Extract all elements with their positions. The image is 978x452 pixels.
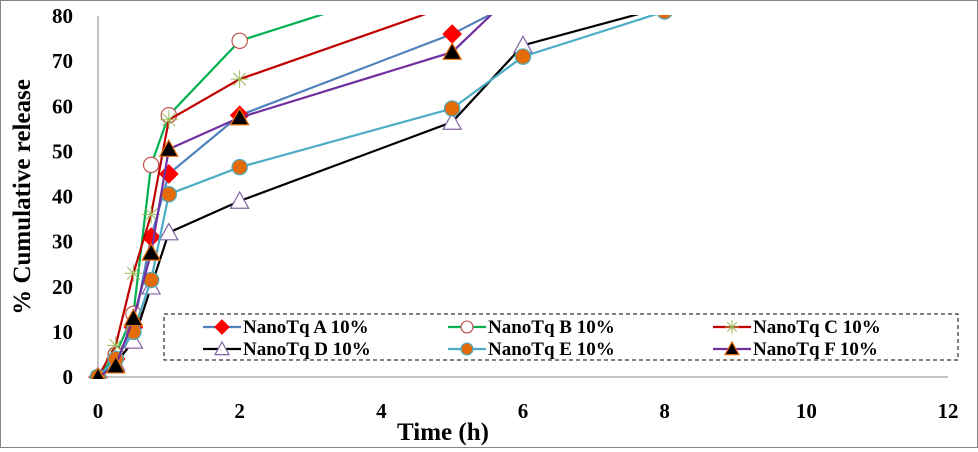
series-line xyxy=(97,15,493,378)
data-point xyxy=(159,110,178,129)
legend-label: NanoTq C 10% xyxy=(753,317,881,338)
data-point xyxy=(142,205,161,224)
y-tick-label: 40 xyxy=(52,185,73,209)
data-point xyxy=(442,24,463,44)
data-point xyxy=(231,158,248,176)
legend-label: NanoTq D 10% xyxy=(243,339,371,360)
y-tick-labels: 0 10 20 30 40 50 60 70 80 xyxy=(52,4,73,389)
y-tick-label: 30 xyxy=(52,230,73,254)
legend-marker xyxy=(214,319,230,335)
data-point xyxy=(123,308,144,327)
legend: NanoTq A 10% NanoTq B 10% NanoTq C 10%Nano… xyxy=(163,313,959,361)
data-point xyxy=(231,32,248,50)
legend-item: NanoTq C 10% xyxy=(713,317,881,338)
legend-marker xyxy=(460,342,474,356)
legend-item: NanoTq F 10% xyxy=(713,339,878,360)
data-point xyxy=(514,1,532,7)
y-tick-label: 80 xyxy=(52,4,73,28)
series-f xyxy=(91,15,493,379)
legend-marker xyxy=(213,340,231,356)
legend-marker xyxy=(460,320,474,334)
legend-label: NanoTq F 10% xyxy=(753,339,878,360)
y-tick-label: 20 xyxy=(52,275,73,299)
x-tick-label: 0 xyxy=(93,399,104,423)
data-point xyxy=(158,222,179,241)
x-tick-label: 6 xyxy=(518,399,529,423)
legend-item: NanoTq D 10% xyxy=(203,339,371,360)
legend-label: NanoTq E 10% xyxy=(488,339,615,360)
data-point xyxy=(657,15,673,20)
legend-box xyxy=(163,313,959,361)
data-point xyxy=(230,70,249,89)
legend-item: NanoTq A 10% xyxy=(203,317,369,338)
x-tick-labels: 0 2 4 6 8 10 12 xyxy=(93,399,959,423)
data-point xyxy=(229,190,250,209)
y-tick-label: 0 xyxy=(63,365,74,389)
data-point xyxy=(443,100,461,117)
legend-item: NanoTq E 10% xyxy=(448,339,615,360)
y-axis-title: % Cumulative release xyxy=(9,79,36,315)
data-point xyxy=(442,111,463,130)
legend-item: NanoTq B 10% xyxy=(448,317,615,338)
data-point xyxy=(442,41,463,60)
data-point xyxy=(514,48,532,65)
data-point xyxy=(142,156,160,174)
data-point xyxy=(158,138,179,157)
data-point xyxy=(443,1,461,14)
data-point xyxy=(91,366,105,379)
y-tick-label: 10 xyxy=(52,320,73,344)
y-tick-label: 50 xyxy=(52,139,73,163)
legend-label: NanoTq B 10% xyxy=(488,317,615,338)
x-tick-label: 8 xyxy=(659,399,670,423)
legend-marker xyxy=(723,340,741,356)
x-tick-label: 12 xyxy=(938,399,959,423)
series-group xyxy=(88,1,674,379)
y-tick-label: 70 xyxy=(52,49,73,73)
y-tick-label: 60 xyxy=(52,94,73,118)
data-point xyxy=(141,242,162,261)
x-tick-label: 2 xyxy=(234,399,245,423)
x-axis-title: Time (h) xyxy=(397,419,489,446)
x-tick-label: 4 xyxy=(376,399,387,423)
data-point xyxy=(656,1,674,14)
data-point xyxy=(105,355,126,374)
data-point xyxy=(124,264,143,283)
x-tick-label: 10 xyxy=(796,399,817,423)
legend-label: NanoTq A 10% xyxy=(243,317,369,338)
data-point xyxy=(160,185,178,203)
legend-marker xyxy=(725,320,739,334)
data-point xyxy=(229,107,250,126)
axes xyxy=(97,16,948,378)
